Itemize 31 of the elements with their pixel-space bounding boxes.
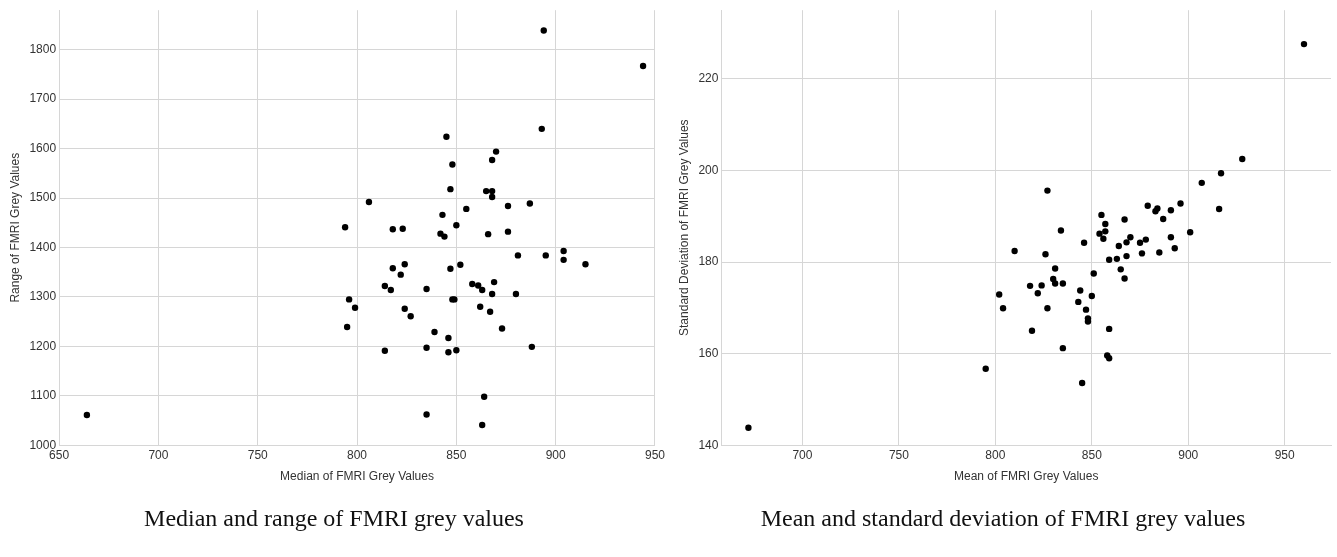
- y-tick-label: 140: [698, 437, 719, 452]
- y-tick-label: 180: [698, 254, 719, 269]
- x-axis-title: Median of FMRI Grey Values: [280, 469, 434, 484]
- y-tick-label: 220: [698, 71, 719, 86]
- x-tick-label: 800: [985, 447, 1006, 462]
- y-tick-label: 1300: [29, 289, 57, 304]
- text: Median and range of FMRI grey values: [143, 505, 525, 532]
- x-tick-label: 700: [148, 447, 169, 462]
- x-tick-label: 900: [1178, 447, 1199, 462]
- text: Mean and standard deviation of FMRI grey values: [759, 505, 1247, 532]
- y-tick-label: 200: [698, 162, 719, 177]
- y-tick-label: 1100: [30, 388, 57, 403]
- y-tick-label: 1400: [29, 239, 57, 254]
- y-tick-label: 1800: [29, 42, 57, 57]
- y-tick-label: 1700: [29, 91, 57, 106]
- x-tick-label: 700: [792, 447, 813, 462]
- y-tick-label: 1500: [29, 190, 57, 205]
- x-axis-title: Mean of FMRI Grey Values: [953, 469, 1099, 484]
- x-tick-label: 750: [888, 447, 910, 462]
- y-axis-title: Standard Deviation of FMRI Grey Values: [676, 119, 691, 336]
- x-tick-label: 750: [247, 447, 269, 462]
- y-tick-label: 160: [698, 345, 719, 360]
- x-tick-label: 850: [1081, 447, 1103, 462]
- x-tick-label: 800: [347, 447, 368, 462]
- y-axis-title: Range of FMRI Grey Values: [7, 152, 22, 303]
- y-tick-label: 1200: [29, 338, 57, 353]
- y-tick-label: 1600: [29, 140, 57, 155]
- x-tick-label: 950: [1274, 447, 1296, 462]
- x-tick-label: 900: [545, 447, 567, 462]
- x-tick-label: 950: [644, 447, 666, 462]
- x-tick-label: 850: [446, 447, 467, 462]
